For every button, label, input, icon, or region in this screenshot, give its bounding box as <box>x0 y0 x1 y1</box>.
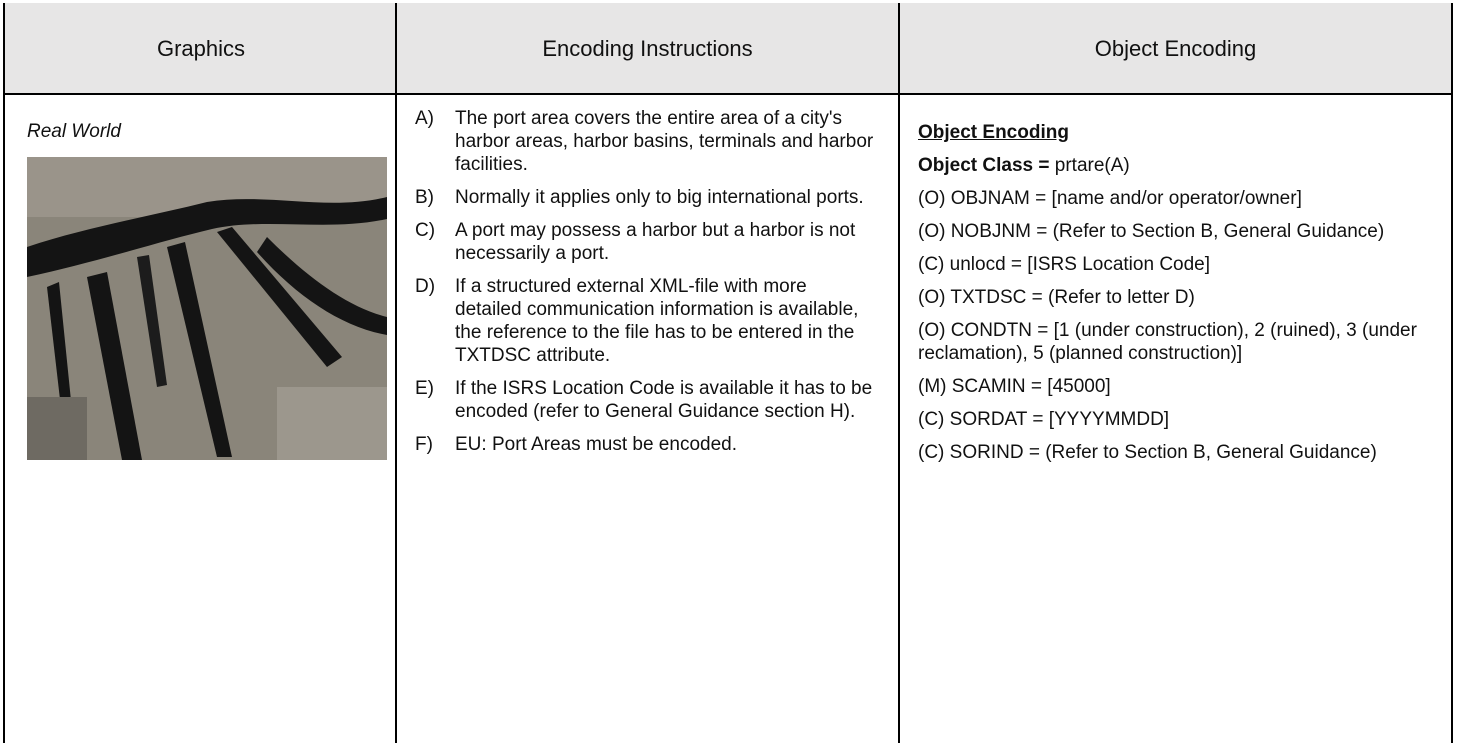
header-cell: Graphics <box>5 3 397 95</box>
attribute: (C) SORIND = (Refer to Section B, Genera… <box>918 442 1377 463</box>
letter: A) <box>415 108 434 129</box>
object-class: Object Class = prtare(A) <box>918 154 1440 177</box>
encoding-cell: Object Encoding Object Class = prtare(A)… <box>918 121 1440 474</box>
instruction: A) The port area covers the entire area o… <box>415 107 875 176</box>
instruction: D) If a structured external XML-file with… <box>415 275 875 367</box>
header-cell: Object Encoding <box>900 3 1451 95</box>
object-class-value: prtare(A) <box>1054 155 1130 176</box>
attribute: (O) CONDTN = [1 (under construction), 2 … <box>918 320 1417 364</box>
instructions-cell: A) The port area covers the entire area o… <box>415 107 875 466</box>
instruction: E) If the ISRS Location Code is available… <box>415 377 875 423</box>
instruction-text: EU: Port Areas must be encoded. <box>455 434 737 455</box>
attribute: (O) OBJNAM = [name and/or operator/owner… <box>918 188 1302 209</box>
instruction-text: If a structured external XML-file with m… <box>455 276 859 366</box>
instruction-text: If the ISRS Location Code is available i… <box>455 378 873 422</box>
letter: B) <box>415 187 434 208</box>
instruction: F) EU: Port Areas must be encoded. <box>415 433 875 456</box>
letter: E) <box>415 378 434 399</box>
graphics-cell: Real World <box>27 120 387 466</box>
letter: F) <box>415 434 433 455</box>
object-class-label: Object Class = <box>918 155 1050 176</box>
letter: D) <box>415 276 436 297</box>
header-cell: Encoding Instructions <box>397 3 898 95</box>
letter: C) <box>415 220 436 241</box>
attribute: (C) SORDAT = [YYYYMMDD] <box>918 409 1170 430</box>
satellite-image <box>27 157 387 460</box>
instruction-text: A port may possess a harbor but a harbor… <box>455 220 856 264</box>
encoding-heading: Object Encoding <box>918 122 1069 143</box>
attribute: (M) SCAMIN = [45000] <box>918 376 1111 397</box>
instruction: C) A port may possess a harbor but a harb… <box>415 219 875 265</box>
instruction-text: Normally it applies only to big internat… <box>455 187 864 208</box>
attribute: (C) unlocd = [ISRS Location Code] <box>918 254 1211 275</box>
instruction-text: The port area covers the entire area of … <box>455 108 874 175</box>
column-divider <box>395 3 397 743</box>
instruction: B) Normally it applies only to big intern… <box>415 186 875 209</box>
column-divider <box>898 3 900 743</box>
attribute: (O) NOBJNM = (Refer to Section B, Genera… <box>918 221 1385 242</box>
caption: Real World <box>27 121 121 142</box>
attribute: (O) TXTDSC = (Refer to letter D) <box>918 287 1195 308</box>
